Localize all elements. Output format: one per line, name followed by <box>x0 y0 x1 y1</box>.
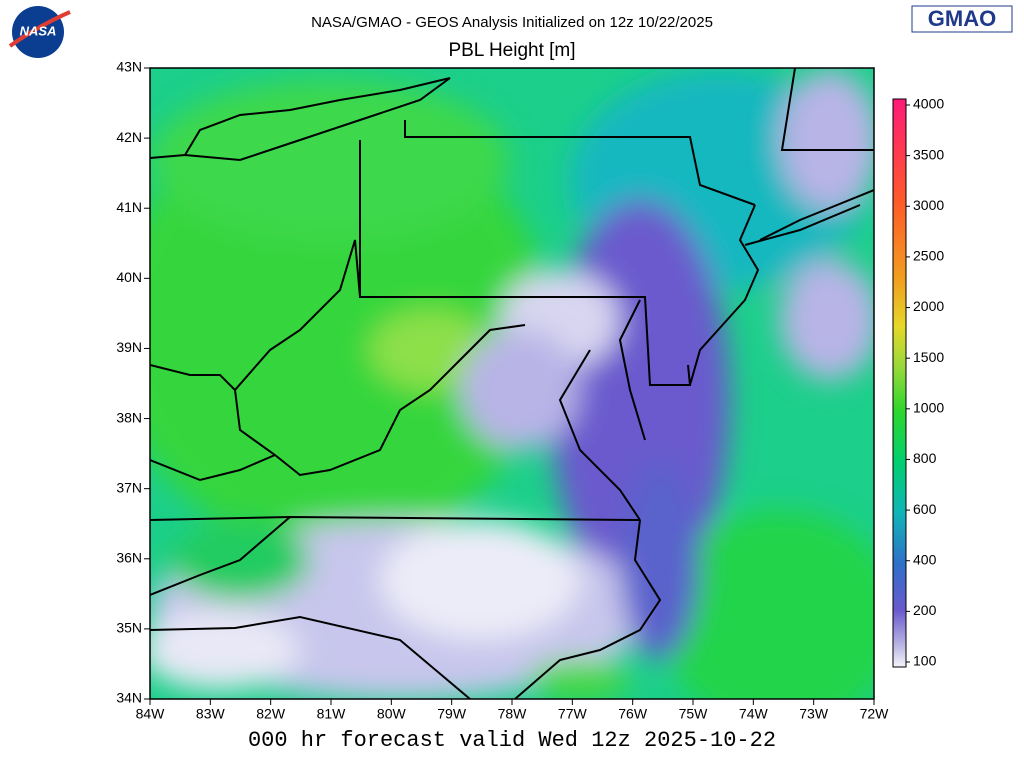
boundaries <box>150 68 874 699</box>
footer: 000 hr forecast valid Wed 12z 2025-10-22 <box>248 728 776 753</box>
lat-label: 43N <box>116 59 142 75</box>
lon-label: 76W <box>618 706 648 722</box>
lon-label: 73W <box>799 706 829 722</box>
colorbar-label: 100 <box>913 653 937 669</box>
lat-label: 39N <box>116 339 142 355</box>
gmao-logo: GMAO <box>911 5 1013 33</box>
lon-label: 80W <box>377 706 407 722</box>
colorbar-label: 200 <box>913 602 937 618</box>
colorbar-label: 2000 <box>913 298 944 314</box>
title: NASA/GMAO - GEOS Analysis Initialized on… <box>311 14 713 31</box>
colorbar-label: 600 <box>913 501 937 517</box>
lat-label: 37N <box>116 479 142 495</box>
lon-label: 78W <box>498 706 528 722</box>
lon-label: 79W <box>437 706 467 722</box>
colorbar-label: 2500 <box>913 248 944 264</box>
colorbar-label: 4000 <box>913 96 944 112</box>
lat-label: 38N <box>116 409 142 425</box>
subtitle: PBL Height [m] <box>448 40 575 61</box>
colorbar-label: 3500 <box>913 146 944 162</box>
lat-label: 41N <box>116 199 142 215</box>
lat-label: 40N <box>116 269 142 285</box>
lat-label: 36N <box>116 549 142 565</box>
lon-label: 77W <box>558 706 588 722</box>
lon-label: 83W <box>196 706 226 722</box>
colorbar-label: 1000 <box>913 400 944 416</box>
colorbar-label: 400 <box>913 551 937 567</box>
lat-label: 42N <box>116 129 142 145</box>
gmao-logo-text: GMAO <box>928 6 996 31</box>
lon-label: 74W <box>739 706 769 722</box>
lon-label: 75W <box>679 706 709 722</box>
nasa-logo-text: NASA <box>20 23 57 38</box>
pbl-field <box>150 68 874 699</box>
colorbar <box>892 98 907 668</box>
lon-label: 72W <box>860 706 890 722</box>
colorbar-label: 3000 <box>913 197 944 213</box>
colorbar-label: 800 <box>913 450 937 466</box>
colorbar-label: 1500 <box>913 349 944 365</box>
lon-label: 82W <box>256 706 286 722</box>
lon-label: 84W <box>136 706 166 722</box>
lat-label: 34N <box>116 690 142 706</box>
lon-label: 81W <box>317 706 347 722</box>
nasa-logo: NASA <box>8 6 71 58</box>
lat-label: 35N <box>116 620 142 636</box>
